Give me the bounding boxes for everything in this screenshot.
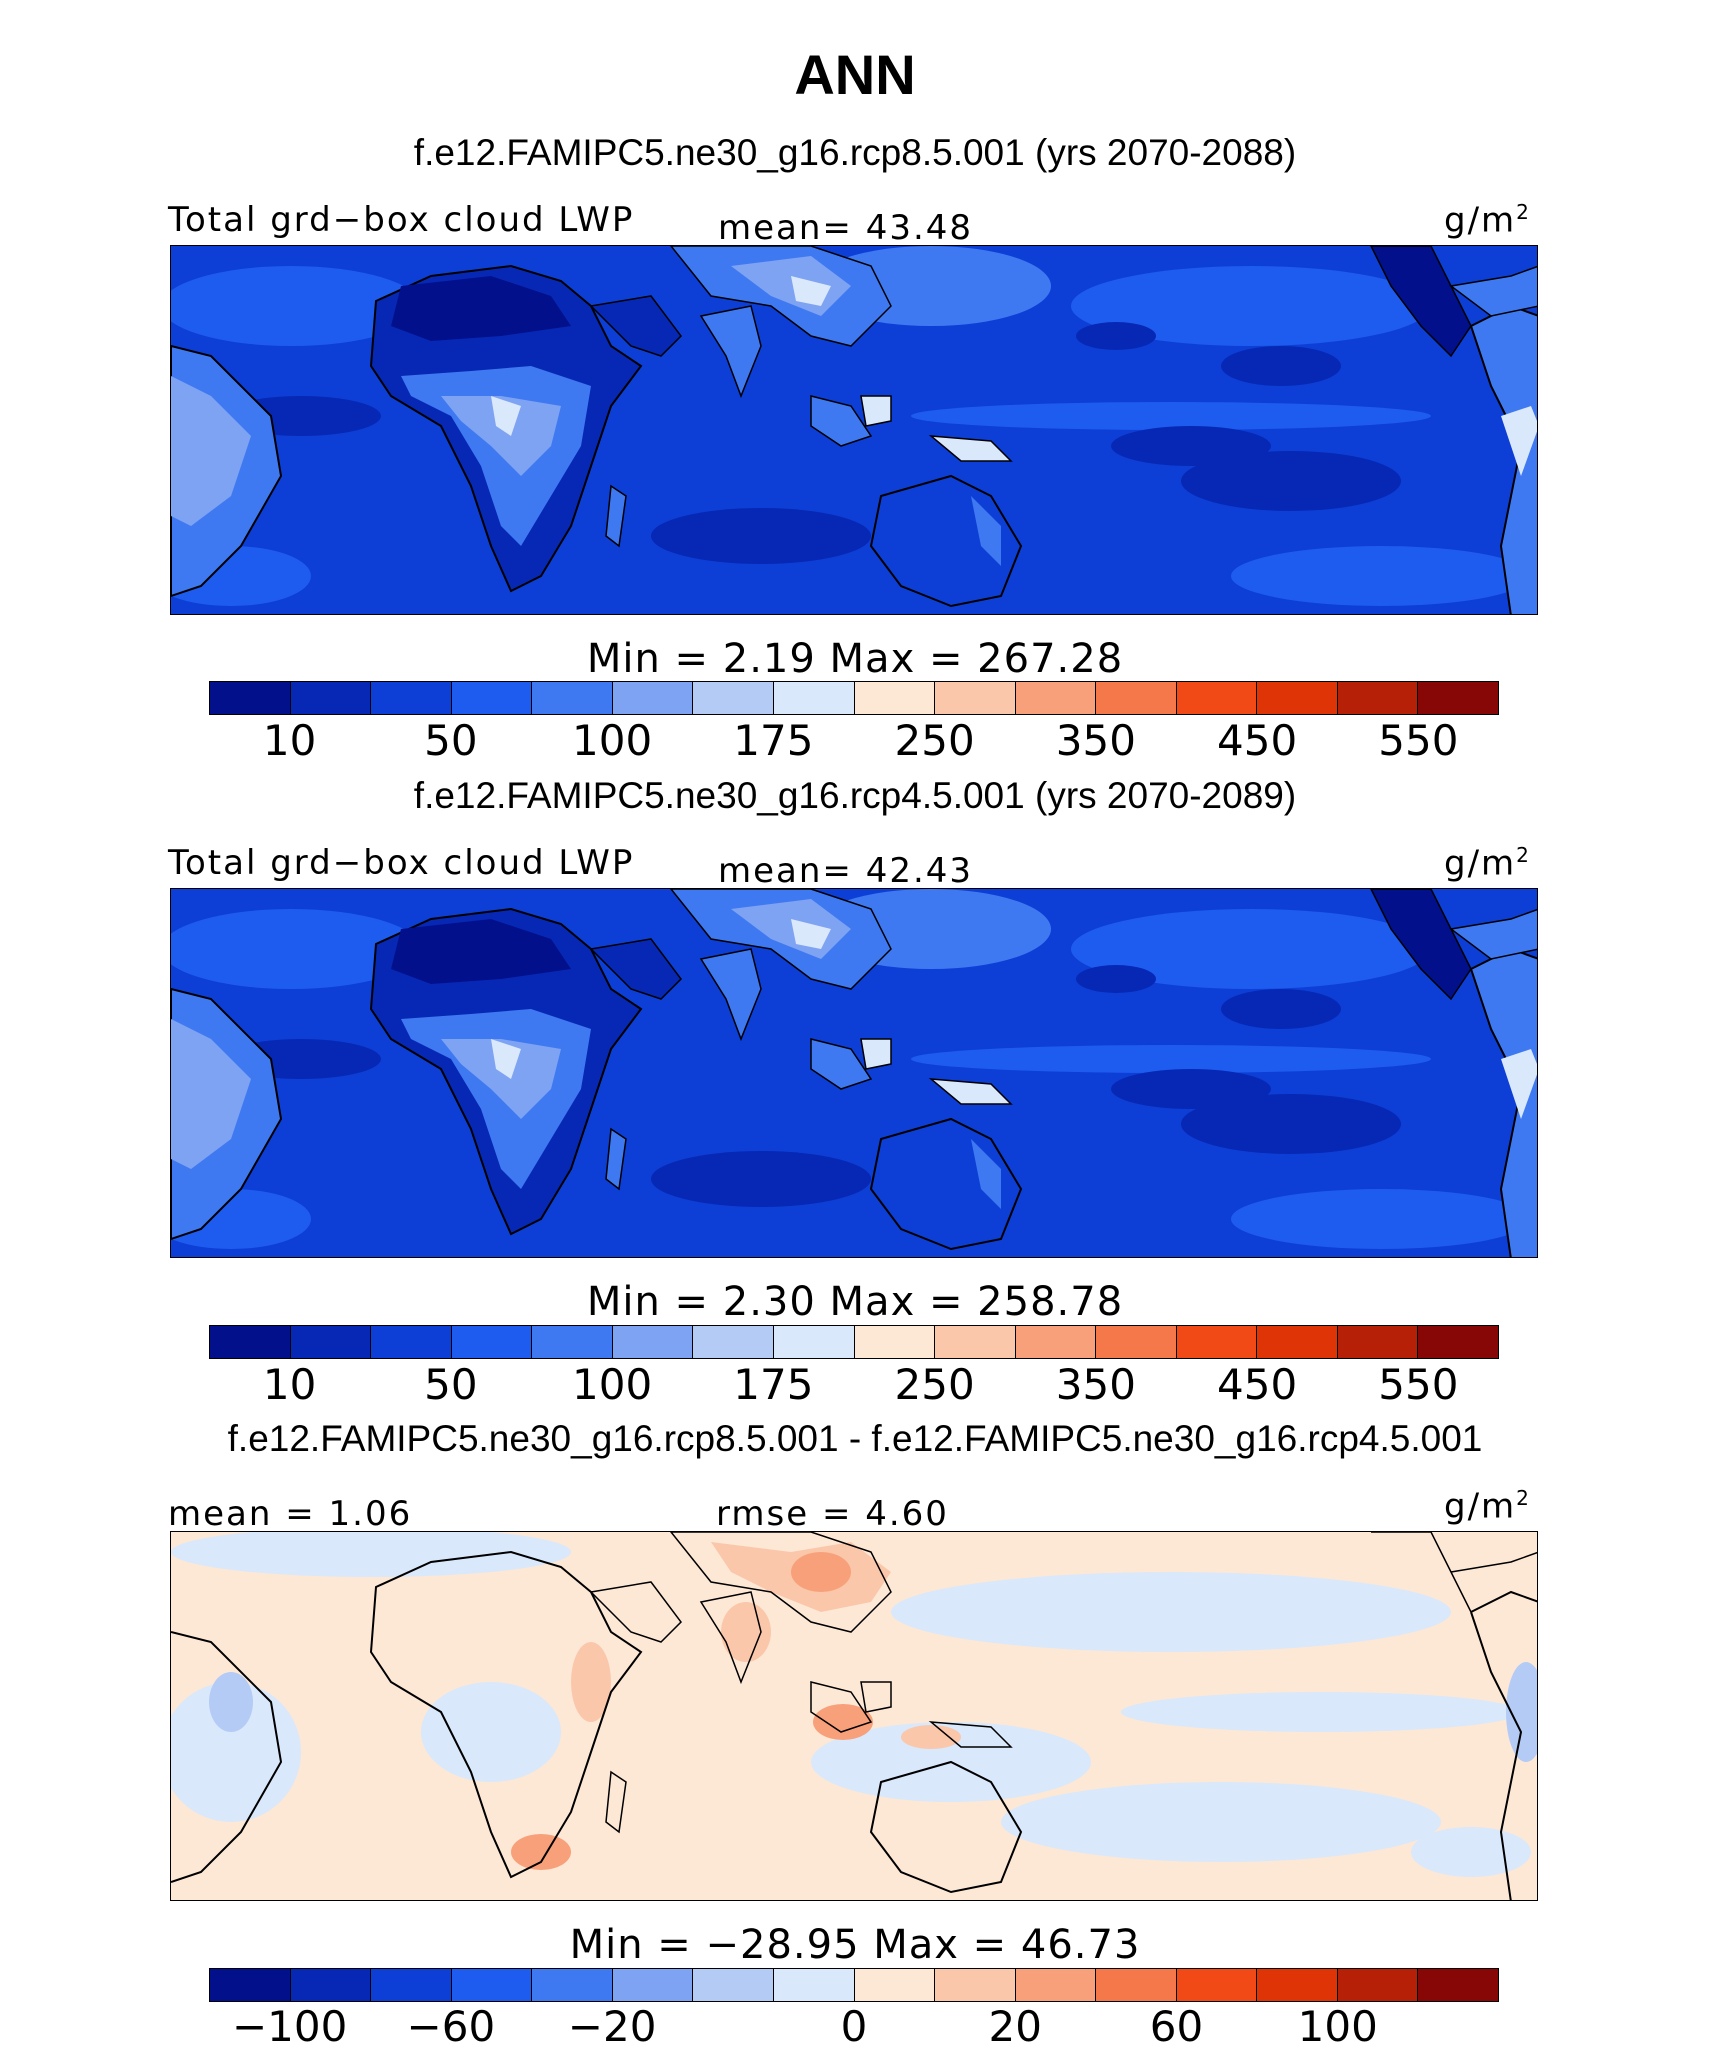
colorbar-swatch (935, 682, 1016, 714)
panel-3-colorbar-ticks: −100 −60 −20 0 20 60 100 (209, 2002, 1499, 2051)
page-title: ANN (794, 43, 916, 106)
panel-2-units: g/m2 (1444, 843, 1531, 884)
colorbar-swatch (612, 682, 694, 714)
colorbar-swatch (612, 1969, 694, 2001)
colorbar-tick-label: 175 (733, 1360, 814, 1409)
panel-3-heading: f.e12.FAMIPC5.ne30_g16.rcp8.5.001 - f.e1… (227, 1418, 1483, 1459)
colorbar-swatch (1418, 682, 1498, 714)
colorbar-swatch (612, 1326, 694, 1358)
panel-3-mean-label: mean = 1.06 (168, 1494, 413, 1534)
colorbar-swatch (1015, 682, 1097, 714)
panel-1-minmax: Min = 2.19 Max = 267.28 (586, 636, 1124, 682)
colorbar-swatch (854, 1969, 936, 2001)
colorbar-swatch (854, 1326, 936, 1358)
colorbar-swatch (371, 682, 452, 714)
colorbar-swatch (1257, 682, 1338, 714)
colorbar-tick-label: 350 (1055, 1360, 1136, 1409)
colorbar-tick-label: 10 (262, 716, 317, 765)
colorbar-swatch (1337, 1326, 1419, 1358)
colorbar-tick-label: 100 (572, 716, 653, 765)
colorbar-tick-label: 100 (1297, 2002, 1378, 2051)
colorbar-swatch (1015, 1969, 1097, 2001)
colorbar-swatch (451, 1326, 533, 1358)
colorbar-swatch (371, 1969, 452, 2001)
panel-2-colorbar-ticks: 10 50 100 175 250 350 450 550 (209, 1360, 1499, 1409)
colorbar-swatch (290, 682, 372, 714)
colorbar-swatch (451, 682, 533, 714)
colorbar-tick-label: 175 (733, 716, 814, 765)
colorbar-swatch (773, 1969, 855, 2001)
colorbar-swatch (210, 1969, 291, 2001)
colorbar-swatch (1418, 1969, 1498, 2001)
colorbar-swatch (1176, 682, 1258, 714)
colorbar-tick-label: 550 (1378, 1360, 1459, 1409)
panel-3-map (170, 1531, 1538, 1901)
colorbar-tick-label: 20 (988, 2002, 1042, 2051)
colorbar-tick-label: 50 (424, 1360, 478, 1409)
colorbar-tick-label: 50 (424, 716, 478, 765)
colorbar-swatch (532, 1326, 613, 1358)
colorbar-swatch (532, 1969, 613, 2001)
colorbar-swatch (773, 1326, 855, 1358)
colorbar-swatch (1015, 1326, 1097, 1358)
colorbar-swatch (935, 1326, 1016, 1358)
colorbar-swatch (210, 682, 291, 714)
colorbar-swatch (935, 1969, 1016, 2001)
colorbar-tick-label: 450 (1217, 1360, 1298, 1409)
panel-3-rmse-label: rmse = 4.60 (716, 1494, 949, 1534)
colorbar-tick-label: 100 (572, 1360, 653, 1409)
panel-1-mean-label: mean= 43.48 (718, 208, 974, 248)
colorbar-swatch (371, 1326, 452, 1358)
colorbar-swatch (854, 682, 936, 714)
colorbar-tick-label: 10 (262, 1360, 317, 1409)
colorbar-swatch (1096, 1969, 1177, 2001)
colorbar-swatch (532, 682, 613, 714)
colorbar-swatch (1096, 1326, 1177, 1358)
colorbar-swatch (773, 682, 855, 714)
colorbar-swatch (693, 1969, 774, 2001)
colorbar-swatch (1337, 1969, 1419, 2001)
colorbar-tick-label: 250 (894, 1360, 975, 1409)
colorbar-tick-label: −60 (406, 2002, 496, 2051)
colorbar-swatch (1337, 682, 1419, 714)
panel-2-mean-label: mean= 42.43 (718, 851, 974, 891)
colorbar-swatch (693, 1326, 774, 1358)
panel-2-minmax: Min = 2.30 Max = 258.78 (586, 1279, 1124, 1325)
colorbar-swatch (451, 1969, 533, 2001)
colorbar-tick-label: 550 (1378, 716, 1459, 765)
colorbar-swatch (1176, 1969, 1258, 2001)
colorbar-tick-label: 450 (1217, 716, 1298, 765)
colorbar-swatch (1257, 1969, 1338, 2001)
colorbar-swatch (1418, 1326, 1498, 1358)
panel-2-colorbar (209, 1325, 1499, 1359)
panel-3-colorbar (209, 1968, 1499, 2002)
colorbar-tick-label: −100 (231, 2002, 348, 2051)
colorbar-swatch (1096, 682, 1177, 714)
colorbar-swatch (290, 1969, 372, 2001)
panel-1-colorbar-ticks: 10 50 100 175 250 350 450 550 (209, 716, 1499, 765)
panel-1-map (170, 245, 1538, 615)
colorbar-swatch (290, 1326, 372, 1358)
panel-2-map (170, 888, 1538, 1258)
colorbar-tick-label: 250 (894, 716, 975, 765)
panel-1-units: g/m2 (1444, 200, 1531, 241)
panel-3-units: g/m2 (1444, 1486, 1531, 1527)
panel-3-minmax: Min = −28.95 Max = 46.73 (569, 1922, 1141, 1968)
panel-1-variable-label: Total grd−box cloud LWP (168, 200, 635, 240)
colorbar-tick-label: 350 (1055, 716, 1136, 765)
colorbar-tick-label: 60 (1149, 2002, 1204, 2051)
colorbar-swatch (210, 1326, 291, 1358)
panel-1-colorbar (209, 681, 1499, 715)
colorbar-swatch (1176, 1326, 1258, 1358)
colorbar-swatch (693, 682, 774, 714)
colorbar-swatch (1257, 1326, 1338, 1358)
panel-2-heading: f.e12.FAMIPC5.ne30_g16.rcp4.5.001 (yrs 2… (413, 775, 1297, 816)
panel-2-variable-label: Total grd−box cloud LWP (168, 843, 635, 883)
panel-1-heading: f.e12.FAMIPC5.ne30_g16.rcp8.5.001 (yrs 2… (413, 132, 1297, 173)
colorbar-tick-label: −20 (567, 2002, 657, 2051)
colorbar-tick-label: 0 (840, 2002, 868, 2051)
